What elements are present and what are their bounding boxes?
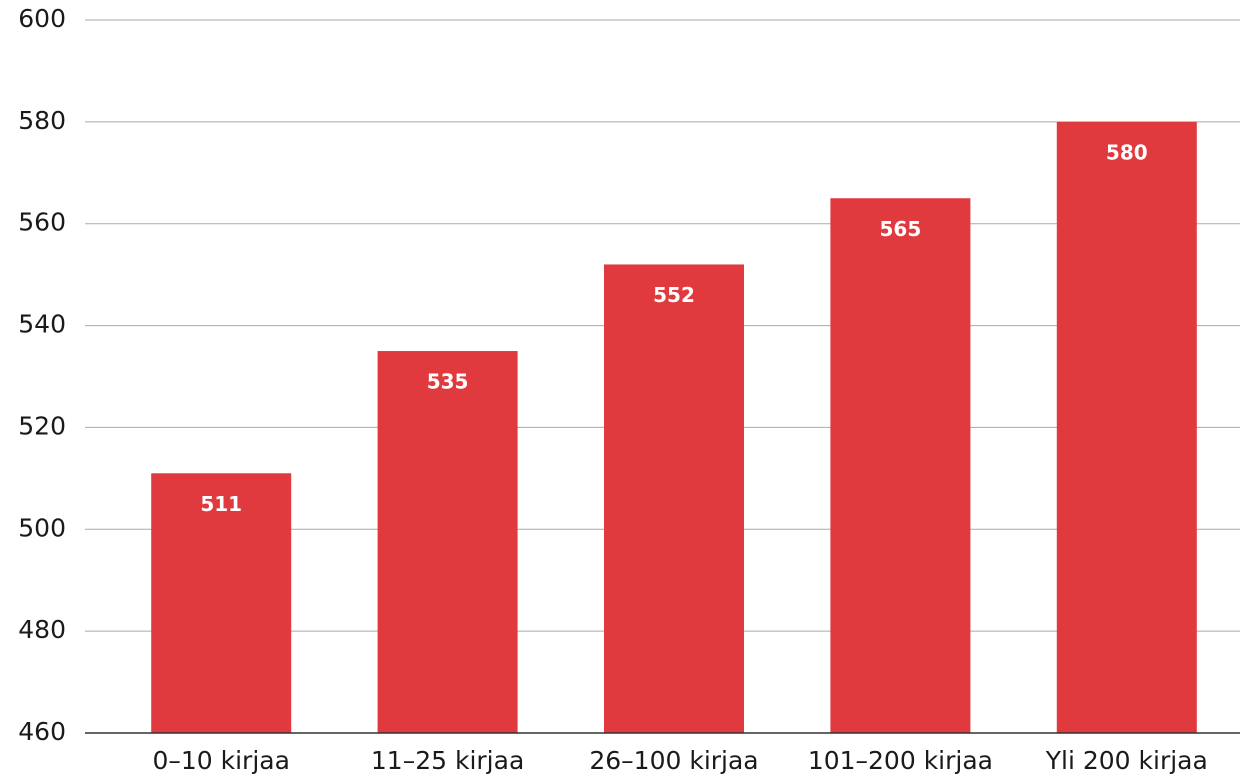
bar <box>604 264 744 733</box>
bar <box>151 473 292 733</box>
y-tick-label: 500 <box>18 513 66 542</box>
bar <box>830 198 971 733</box>
x-tick-label: 11–25 kirjaa <box>371 746 524 775</box>
y-tick-label: 560 <box>18 208 66 237</box>
x-tick-label: 0–10 kirjaa <box>152 746 289 775</box>
y-tick-label: 600 <box>18 4 66 33</box>
data-label: 511 <box>200 492 242 516</box>
data-label: 580 <box>1106 140 1148 164</box>
x-tick-label: Yli 200 kirjaa <box>1045 746 1208 775</box>
y-tick-label: 520 <box>18 411 66 440</box>
x-tick-label: 101–200 kirjaa <box>808 746 993 775</box>
data-label: 552 <box>653 283 695 307</box>
data-label: 565 <box>880 217 922 241</box>
y-tick-label: 540 <box>18 310 66 339</box>
bar <box>377 351 518 733</box>
x-tick-label: 26–100 kirjaa <box>589 746 758 775</box>
data-label: 535 <box>427 370 469 394</box>
bar <box>1056 121 1197 734</box>
y-tick-label: 460 <box>18 717 66 746</box>
y-tick-label: 480 <box>18 615 66 644</box>
y-tick-label: 580 <box>18 106 66 135</box>
